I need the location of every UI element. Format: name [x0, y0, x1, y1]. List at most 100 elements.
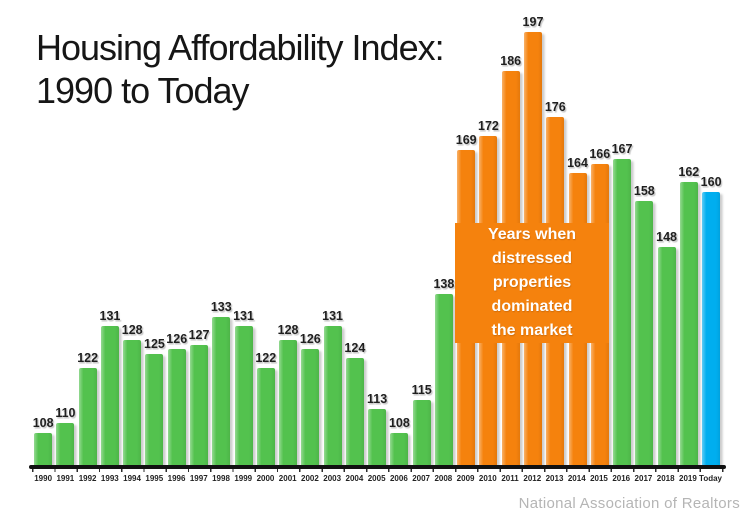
bar-value-label-1993: 131: [99, 308, 121, 323]
bar-value-label-1994: 128: [121, 322, 143, 337]
bar-cell-2004: 124: [344, 15, 366, 465]
chart-title: Housing Affordability Index: 1990 to Tod…: [36, 26, 445, 112]
x-tick-label-2004: 2004: [345, 474, 364, 483]
x-tick-label-2017: 2017: [634, 474, 653, 483]
x-axis-labels: 1990 1991 1992 1993 1994 1995 1996 1997 1998 1999…: [32, 474, 722, 483]
bar-2000: [256, 367, 275, 465]
bar-cell-1999: 131: [232, 15, 254, 465]
bar-value-label-2012: 197: [522, 15, 544, 29]
x-tick-label-2016: 2016: [612, 474, 631, 483]
x-tick-label-2008: 2008: [434, 474, 453, 483]
bar-cell-2001: 128: [277, 15, 299, 465]
bar-value-label-1992: 122: [77, 350, 99, 365]
bar-2006: [390, 432, 409, 465]
bar-1991: [56, 423, 75, 465]
x-tick-label-2009: 2009: [456, 474, 475, 483]
bar-cell-today: 160: [700, 15, 722, 465]
bar-1994: [123, 339, 142, 465]
x-tick-label-2003: 2003: [323, 474, 342, 483]
bar-value-label-2014: 164: [567, 156, 588, 170]
x-tick-label-1994: 1994: [123, 474, 141, 483]
bar-cell-2008: 138: [433, 15, 455, 465]
x-axis-tick-marks: [32, 469, 725, 472]
bar-cell-1994: 128: [121, 15, 143, 465]
bar-1990: [34, 432, 53, 465]
bar-cell-1996: 126: [166, 15, 188, 465]
bar-1996: [167, 349, 186, 465]
highlight-annotation-line: the market: [491, 322, 573, 339]
bar-2016: [613, 159, 632, 465]
x-tick-label-today: Today: [699, 474, 722, 483]
bar-1999: [234, 325, 253, 465]
bar-cell-2007: 115: [411, 15, 433, 465]
x-tick-label-2010: 2010: [478, 474, 497, 483]
bar-value-label-1996: 126: [166, 332, 188, 347]
x-tick-label-1996: 1996: [167, 474, 186, 483]
bar-cell-2003: 131: [321, 15, 343, 465]
x-tick-label-2007: 2007: [412, 474, 430, 483]
x-tick-label-2000: 2000: [256, 474, 275, 483]
bar-value-label-2000: 122: [255, 350, 277, 365]
bar-chart-plot-area: 108 110 122 131 128 125 126 127 133 131 122 128 126 1…: [32, 15, 722, 465]
bar-cell-2019: 162: [678, 15, 700, 465]
x-tick-label-2012: 2012: [523, 474, 542, 483]
x-tick-label-2014: 2014: [567, 474, 586, 483]
bar-value-label-2011: 186: [500, 54, 522, 68]
bar-2018: [657, 247, 676, 465]
bar-value-label-2008: 138: [433, 276, 455, 291]
bar-cell-2005: 113: [366, 15, 388, 465]
bar-value-label-2002: 126: [299, 332, 321, 347]
bar-today: [702, 191, 721, 465]
x-tick-label-1995: 1995: [145, 474, 164, 483]
x-tick-label-2005: 2005: [367, 474, 386, 483]
highlight-annotation-line: properties: [492, 274, 572, 291]
x-tick-label-2015: 2015: [590, 474, 608, 483]
highlight-annotation: Years when distressed properties dominat…: [455, 223, 609, 343]
x-tick-label-1993: 1993: [100, 474, 119, 483]
bar-1998: [212, 316, 231, 465]
x-tick-label-1999: 1999: [234, 474, 253, 483]
bar-value-label-2013: 176: [544, 100, 566, 115]
bar-1995: [145, 353, 164, 465]
bar-2005: [368, 409, 387, 465]
bar-cell-1992: 122: [77, 15, 99, 465]
x-tick-label-1998: 1998: [212, 474, 230, 483]
bar-cell-2006: 108: [388, 15, 410, 465]
bar-value-label-1995: 125: [144, 336, 165, 351]
bar-cell-2016: 167: [611, 15, 633, 465]
bar-2017: [635, 200, 654, 465]
source-credit: National Association of Realtors: [518, 495, 740, 512]
bar-value-label-today: 160: [700, 174, 722, 189]
bar-2007: [412, 400, 431, 465]
bar-value-label-2009: 169: [455, 132, 477, 147]
bar-value-label-2017: 158: [633, 183, 655, 198]
bar-cell-1998: 133: [210, 15, 232, 465]
x-tick-label-2018: 2018: [656, 474, 675, 483]
bar-cell-1991: 110: [54, 15, 76, 465]
x-tick-label-2013: 2013: [545, 474, 564, 483]
bar-2004: [345, 358, 364, 465]
bar-value-label-1999: 131: [233, 308, 254, 323]
bar-2019: [679, 182, 698, 465]
bar-value-label-1998: 133: [210, 299, 232, 314]
bar-value-label-1991: 110: [55, 406, 76, 421]
bar-cell-1990: 108: [32, 15, 54, 465]
bar-2002: [301, 349, 320, 465]
bar-cell-1993: 131: [99, 15, 121, 465]
bar-cell-1995: 125: [143, 15, 165, 465]
bar-2008: [434, 293, 453, 465]
bar-2003: [323, 325, 342, 465]
bar-value-label-2018: 148: [656, 230, 677, 245]
bar-value-label-2006: 108: [388, 415, 410, 430]
x-tick-label-1990: 1990: [34, 474, 53, 483]
bar-value-label-2016: 167: [611, 142, 633, 157]
bar-1997: [189, 344, 208, 465]
bar-value-label-2007: 115: [411, 383, 432, 398]
bar-value-label-2005: 113: [367, 392, 388, 407]
highlight-annotation-line: Years when: [487, 226, 577, 243]
bar-value-label-2001: 128: [277, 322, 299, 337]
bar-1993: [100, 325, 119, 465]
bar-value-label-2015: 166: [589, 146, 611, 161]
bar-value-label-1997: 127: [188, 327, 210, 342]
